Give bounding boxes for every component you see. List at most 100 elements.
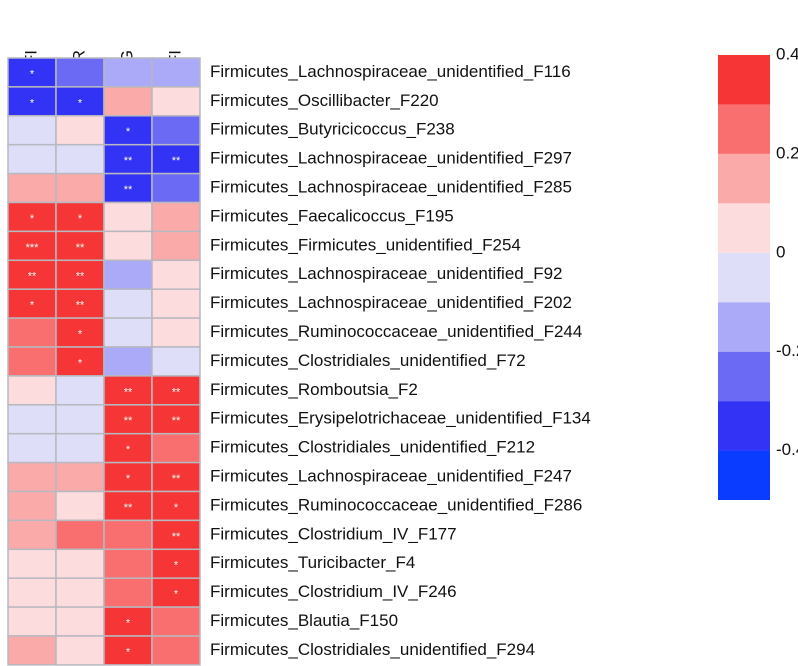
colorbar-tick-label: 0 xyxy=(776,242,785,261)
heatmap-cell xyxy=(151,317,201,348)
heatmap-cell xyxy=(103,57,153,88)
heatmap-cell xyxy=(7,143,57,175)
heatmap-cell xyxy=(151,288,201,319)
heatmap-cell xyxy=(103,490,153,522)
heatmap-cell xyxy=(7,432,57,464)
significance-label: ** xyxy=(172,386,181,398)
heatmap-cell xyxy=(151,432,201,464)
heatmap-cell xyxy=(55,172,105,204)
heatmap-cell xyxy=(103,606,153,637)
colorbar-bin xyxy=(718,55,770,105)
heatmap-cell xyxy=(7,635,57,666)
heatmap-cell xyxy=(103,288,153,319)
row-label: Firmicutes_Clostridiales_unidentified_F2… xyxy=(210,640,535,659)
heatmap-cell xyxy=(55,346,105,377)
heatmap-cell xyxy=(55,519,105,551)
heatmap-cell xyxy=(55,86,105,117)
row-label: Firmicutes_Oscillibacter_F220 xyxy=(210,91,439,110)
colorbar-bin xyxy=(718,203,770,253)
significance-label: ** xyxy=(172,473,181,485)
significance-label: ** xyxy=(28,271,37,283)
significance-label: ** xyxy=(124,155,133,167)
heatmap-cell xyxy=(55,404,105,435)
colorbar-bin xyxy=(718,351,770,402)
row-label: Firmicutes_Lachnospiraceae_unidentified_… xyxy=(210,62,571,81)
significance-label: ** xyxy=(124,415,133,427)
heatmap-cell xyxy=(103,230,153,262)
heatmap-cell xyxy=(7,259,57,290)
heatmap-cell xyxy=(103,346,153,377)
heatmap-cell xyxy=(103,404,153,435)
heatmap-cell xyxy=(55,606,105,637)
significance-label: * xyxy=(30,300,35,312)
heatmap-cell xyxy=(7,230,57,262)
heatmap-cell xyxy=(103,519,153,551)
significance-label: ** xyxy=(172,415,181,427)
heatmap-cell xyxy=(55,461,105,493)
row-label: Firmicutes_Lachnospiraceae_unidentified_… xyxy=(210,293,572,312)
heatmap-cell xyxy=(151,143,201,175)
heatmap-cell xyxy=(103,461,153,493)
heatmap-cell xyxy=(55,288,105,319)
heatmap-cell xyxy=(151,57,201,88)
heatmap-cell xyxy=(7,404,57,435)
row-label: Firmicutes_Ruminococcaceae_unidentified_… xyxy=(210,322,582,341)
row-label: Firmicutes_Firmicutes_unidentified_F254 xyxy=(210,235,521,254)
significance-label: * xyxy=(174,560,179,572)
significance-label: * xyxy=(126,126,131,138)
heatmap-cell xyxy=(55,548,105,579)
colorbar-bin xyxy=(718,153,770,204)
row-label: Firmicutes_Butyricicoccus_F238 xyxy=(210,120,455,139)
row-label: Firmicutes_Lachnospiraceae_unidentified_… xyxy=(210,149,572,168)
heatmap-cell xyxy=(55,115,105,146)
heatmap-cell xyxy=(103,143,153,175)
heatmap-cell xyxy=(151,172,201,204)
row-label: Firmicutes_Turicibacter_F4 xyxy=(210,553,415,572)
colorbar-bin xyxy=(718,252,770,303)
colorbar-bin xyxy=(718,302,770,352)
heatmap-cell xyxy=(55,57,105,88)
row-label: Firmicutes_Clostridium_IV_F177 xyxy=(210,524,457,543)
significance-label: * xyxy=(30,213,35,225)
heatmap-cell xyxy=(7,86,57,117)
significance-label: * xyxy=(78,357,83,369)
row-label: Firmicutes_Lachnospiraceae_unidentified_… xyxy=(210,264,563,283)
significance-label: ** xyxy=(76,271,85,283)
heatmap-cell xyxy=(151,259,201,290)
significance-label: ** xyxy=(172,155,181,167)
heatmap-cell xyxy=(55,375,105,406)
heatmap-cell xyxy=(7,201,57,233)
significance-label: ** xyxy=(124,184,133,196)
significance-label: ** xyxy=(76,242,85,254)
colorbar-bin xyxy=(718,450,770,500)
heatmap-cell xyxy=(103,375,153,406)
significance-label: *** xyxy=(26,242,40,254)
heatmap-cell xyxy=(7,461,57,493)
heatmap-cell xyxy=(151,461,201,493)
significance-label: * xyxy=(174,589,179,601)
heatmap-cell xyxy=(103,548,153,579)
significance-label: ** xyxy=(124,386,133,398)
heatmap-cell xyxy=(103,577,153,608)
heatmap-cell xyxy=(55,577,105,608)
significance-label: * xyxy=(126,444,131,456)
heatmap-cell xyxy=(7,375,57,406)
heatmap-cell xyxy=(151,230,201,262)
significance-label: * xyxy=(126,646,131,658)
colorbar-tick-label: 0.2 xyxy=(776,143,798,162)
heatmap-cell xyxy=(7,606,57,637)
row-label: Firmicutes_Blautia_F150 xyxy=(210,611,398,630)
row-label: Firmicutes_Faecalicoccus_F195 xyxy=(210,206,454,225)
heatmap-cell xyxy=(55,490,105,522)
significance-label: ** xyxy=(124,502,133,514)
row-label: Firmicutes_Clostridiales_unidentified_F2… xyxy=(210,438,535,457)
colorbar-bin xyxy=(718,104,770,154)
heatmap-cell xyxy=(151,86,201,117)
heatmap-cell xyxy=(7,317,57,348)
heatmap-cell xyxy=(103,259,153,290)
heatmap-cell xyxy=(7,548,57,579)
heatmap-cell xyxy=(55,259,105,290)
heatmap-cell xyxy=(151,635,201,666)
heatmap-cell xyxy=(103,86,153,117)
significance-label: ** xyxy=(172,531,181,543)
